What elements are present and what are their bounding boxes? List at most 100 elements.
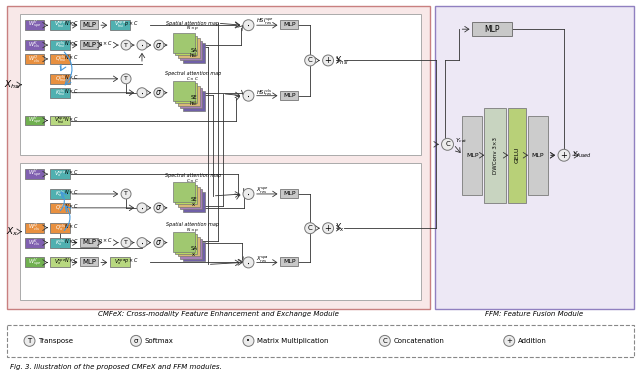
Bar — [280, 257, 298, 267]
Text: +: + — [324, 56, 332, 65]
Text: C: C — [308, 57, 312, 63]
Bar — [173, 182, 195, 202]
Text: $W_{cls}^{Q}$: $W_{cls}^{Q}$ — [28, 53, 40, 64]
Bar — [175, 184, 197, 204]
Text: $X_{res}^{spa}$: $X_{res}^{spa}$ — [257, 254, 269, 265]
Text: $N\times p$: $N\times p$ — [186, 24, 199, 32]
Text: Spatial attention map: Spatial attention map — [166, 21, 220, 26]
Text: $K_{hsi}^{cls}$: $K_{hsi}^{cls}$ — [55, 40, 66, 51]
Bar — [435, 6, 634, 309]
Text: $HSI_{res}^{cls}$: $HSI_{res}^{cls}$ — [257, 87, 273, 98]
Bar — [280, 189, 298, 198]
Bar — [183, 192, 205, 212]
Text: $Q_{x}^{cls}$: $Q_{x}^{cls}$ — [54, 202, 66, 213]
Text: $V_{x}^{spe}$: $V_{x}^{spe}$ — [54, 257, 67, 267]
Bar — [24, 40, 44, 50]
Bar — [51, 54, 70, 64]
Text: $V_{hsi}^{spa}$: $V_{hsi}^{spa}$ — [114, 20, 126, 30]
Text: $W_{cls}^{K}$: $W_{cls}^{K}$ — [28, 237, 40, 248]
Bar — [183, 242, 205, 262]
Circle shape — [323, 55, 333, 66]
Bar — [24, 223, 44, 233]
Circle shape — [137, 88, 147, 98]
Bar — [472, 22, 512, 36]
Circle shape — [504, 336, 515, 346]
Text: FFM: Feature Fusion Module: FFM: Feature Fusion Module — [485, 311, 583, 317]
Bar — [180, 190, 202, 209]
Circle shape — [121, 238, 131, 248]
Text: C: C — [308, 225, 312, 231]
Text: MLP: MLP — [82, 22, 96, 28]
Text: $Y_{x}$: $Y_{x}$ — [335, 222, 345, 234]
Text: $p\times C$: $p\times C$ — [124, 256, 138, 265]
Text: MLP: MLP — [82, 41, 96, 48]
Bar — [178, 237, 200, 256]
Text: $\sigma$: $\sigma$ — [156, 238, 163, 247]
Text: MLP: MLP — [283, 191, 296, 196]
Text: Transpose: Transpose — [38, 338, 74, 344]
Text: $W_{spe}^{V}$: $W_{spe}^{V}$ — [28, 19, 41, 31]
Bar — [51, 203, 70, 213]
Circle shape — [380, 336, 390, 346]
Text: $N\times C$: $N\times C$ — [64, 256, 79, 265]
Bar — [175, 36, 197, 55]
Bar — [173, 81, 195, 101]
Text: $N\times C$: $N\times C$ — [64, 115, 79, 123]
Circle shape — [137, 40, 147, 50]
Text: MLP: MLP — [283, 22, 296, 27]
Text: T: T — [124, 76, 128, 81]
Text: SA
hsi: SA hsi — [190, 48, 198, 58]
Circle shape — [137, 238, 147, 248]
Bar — [24, 238, 44, 248]
Bar — [20, 14, 420, 155]
Text: $Q_{hsi}^{cls}$: $Q_{hsi}^{cls}$ — [54, 54, 66, 64]
Text: T: T — [124, 240, 128, 245]
Text: T: T — [28, 338, 31, 344]
Bar — [24, 115, 44, 126]
Text: $Q_{hsi}^{cls}$: $Q_{hsi}^{cls}$ — [54, 74, 66, 84]
Text: $N\times C$: $N\times C$ — [64, 19, 79, 27]
Bar — [20, 163, 420, 300]
Text: $X_{res}^{spe}$: $X_{res}^{spe}$ — [257, 186, 269, 196]
Bar — [183, 43, 205, 63]
Text: $N\times C$: $N\times C$ — [64, 73, 79, 81]
Text: $N\times C$: $N\times C$ — [64, 87, 79, 95]
Text: Fig. 3. Illustration of the proposed CMFeX and FFM modules.: Fig. 3. Illustration of the proposed CMF… — [10, 364, 221, 370]
Bar — [51, 115, 70, 126]
Text: $V_{hsi}^{spe}$: $V_{hsi}^{spe}$ — [54, 115, 67, 126]
Circle shape — [323, 223, 333, 234]
Text: $\cdot$: $\cdot$ — [246, 91, 250, 101]
Text: C: C — [445, 141, 450, 147]
Bar — [508, 107, 526, 203]
Text: $V_{x}^{spe}$: $V_{x}^{spe}$ — [54, 169, 67, 179]
Text: C: C — [383, 338, 387, 344]
Text: $W_{cls}^{Q}$: $W_{cls}^{Q}$ — [28, 222, 40, 233]
Circle shape — [243, 20, 254, 31]
Text: MLP: MLP — [466, 153, 479, 158]
Text: MLP: MLP — [82, 259, 96, 265]
Text: $p\times C$: $p\times C$ — [124, 19, 138, 28]
Text: $C\times C$: $C\times C$ — [186, 75, 200, 82]
Circle shape — [131, 336, 141, 346]
Bar — [80, 257, 98, 267]
Bar — [80, 238, 98, 247]
Text: $\cdot$: $\cdot$ — [140, 238, 144, 248]
Bar — [183, 91, 205, 110]
Bar — [51, 88, 70, 98]
Text: Matrix Multiplication: Matrix Multiplication — [257, 338, 329, 344]
Text: MLP: MLP — [484, 25, 500, 34]
Bar — [280, 91, 298, 100]
Text: $V_{hsi}^{spe}$: $V_{hsi}^{spe}$ — [54, 20, 67, 30]
Circle shape — [121, 189, 131, 199]
Text: $N\times C$: $N\times C$ — [64, 39, 79, 47]
Bar — [110, 20, 130, 30]
Text: $\cdot$: $\cdot$ — [246, 189, 250, 199]
Bar — [178, 187, 200, 207]
Text: +: + — [561, 151, 568, 160]
Text: Concatenation: Concatenation — [394, 338, 445, 344]
Text: MLP: MLP — [82, 239, 96, 245]
Text: $N\times p$: $N\times p$ — [186, 226, 199, 234]
Circle shape — [137, 203, 147, 213]
Text: MLP: MLP — [283, 93, 296, 98]
Text: SA
x: SA x — [190, 246, 197, 257]
